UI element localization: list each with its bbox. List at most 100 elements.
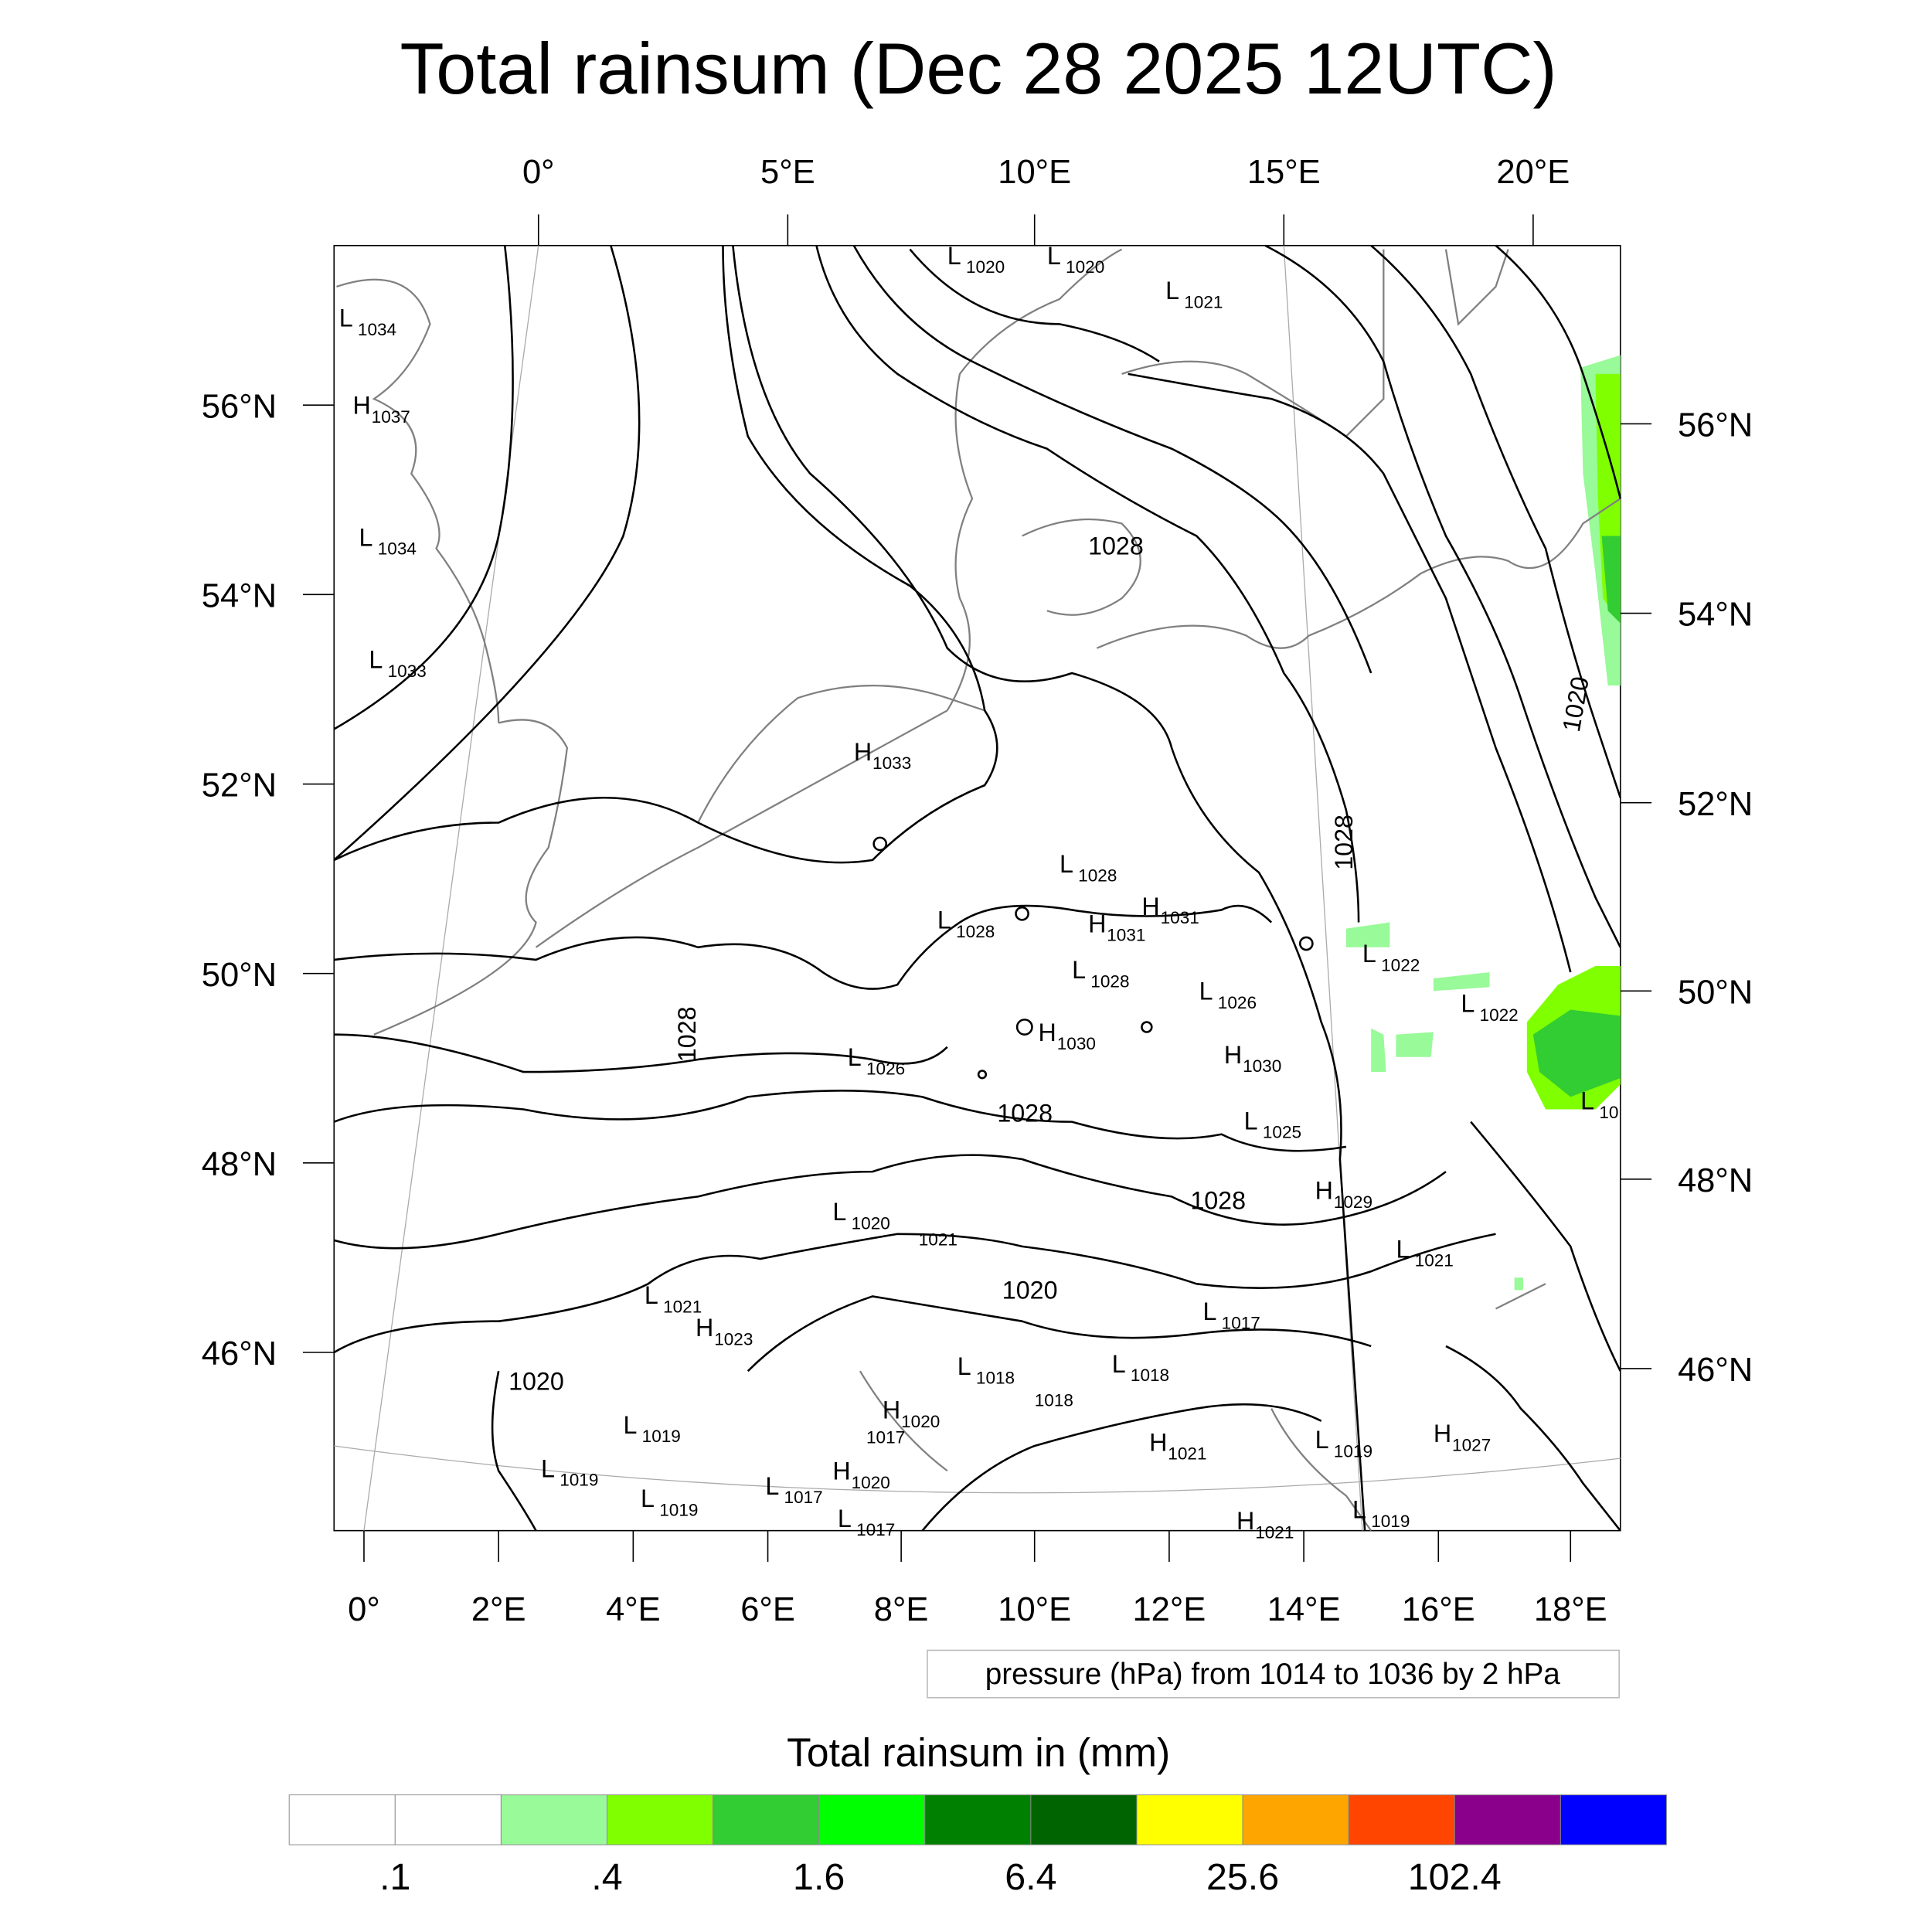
high-pressure-label: H xyxy=(1149,1428,1167,1456)
pressure-value: 1019 xyxy=(560,1471,598,1490)
low-pressure-label: L xyxy=(838,1505,852,1532)
isobar-label: 1028 xyxy=(1190,1187,1246,1215)
colorbar-title: Total rainsum in (mm) xyxy=(787,1730,1170,1774)
low-pressure-label: L xyxy=(339,304,353,332)
pressure-value: 1020 xyxy=(1066,257,1104,277)
low-pressure-label: L xyxy=(765,1472,779,1500)
pressure-value: 1019 xyxy=(642,1427,681,1446)
left-lat-label: 52°N xyxy=(202,767,277,804)
low-pressure-label: L xyxy=(1202,1298,1216,1325)
low-pressure-label: L xyxy=(641,1485,655,1512)
colorbar-swatch xyxy=(394,1794,502,1845)
high-pressure-label: H xyxy=(1088,910,1106,937)
pressure-value: 1037 xyxy=(372,407,410,427)
bottom-lon-label: 14°E xyxy=(1267,1591,1341,1628)
colorbar-label: .1 xyxy=(379,1856,410,1898)
colorbar-swatch xyxy=(1136,1794,1243,1845)
bottom-lon-label: 0° xyxy=(348,1591,380,1628)
bottom-lon-label: 8°E xyxy=(874,1591,929,1628)
isobar-label: 1020 xyxy=(0,0,39,4)
left-lat-label: 48°N xyxy=(202,1146,277,1183)
bottom-lon-label: 4°E xyxy=(606,1591,661,1628)
colorbar-swatch xyxy=(924,1794,1032,1845)
contour-info-text: pressure (hPa) from 1014 to 1036 by 2 hP… xyxy=(985,1658,1561,1691)
colorbar: .1 .4 1.6 6.4 25.6 102.4 xyxy=(288,1794,1667,1898)
low-pressure-label: L xyxy=(937,906,951,934)
high-pressure-label: H xyxy=(1141,893,1159,920)
isobar-label: 1021 xyxy=(919,1230,957,1249)
low-pressure-label: L xyxy=(359,523,373,551)
pressure-value: 10 xyxy=(1599,1103,1618,1122)
isobar-label: 1020 xyxy=(1002,1277,1058,1304)
coastlines xyxy=(336,248,1621,1532)
high-pressure-label: H xyxy=(883,1396,900,1423)
low-pressure-label: L xyxy=(1352,1496,1366,1524)
colorbar-swatch xyxy=(500,1794,607,1845)
colorbar-label: .4 xyxy=(591,1856,622,1898)
isobar-label: 1028 xyxy=(1088,532,1144,560)
isobars xyxy=(333,244,1622,1532)
pressure-value: 1033 xyxy=(872,753,911,773)
low-pressure-label: L xyxy=(1396,1235,1410,1263)
colorbar-label: 6.4 xyxy=(1005,1856,1056,1898)
high-pressure-label: H xyxy=(1224,1041,1242,1069)
pressure-value: 1026 xyxy=(866,1059,905,1078)
colorbar-swatch xyxy=(1030,1794,1138,1845)
left-lat-label: 56°N xyxy=(202,388,277,425)
right-lat-label: 56°N xyxy=(1678,407,1753,444)
pressure-value: 1021 xyxy=(1184,292,1223,311)
pressure-value: 1020 xyxy=(966,257,1005,277)
colorbar-swatch xyxy=(1454,1794,1561,1845)
colorbar-label: 102.4 xyxy=(1408,1856,1502,1898)
low-pressure-label: L xyxy=(1072,956,1086,984)
bottom-lon-label: 16°E xyxy=(1402,1591,1475,1628)
pressure-value: 1022 xyxy=(1480,1005,1519,1025)
pressure-value: 1020 xyxy=(852,1213,890,1233)
pressure-value: 1017 xyxy=(1222,1313,1260,1332)
colorbar-swatch xyxy=(1242,1794,1349,1845)
pressure-value: 1017 xyxy=(856,1520,895,1539)
high-pressure-label: H xyxy=(352,391,370,419)
low-pressure-label: L xyxy=(947,242,961,270)
pressure-value: 1019 xyxy=(1371,1512,1410,1531)
high-pressure-label: H xyxy=(832,1458,850,1485)
right-lat-label: 52°N xyxy=(1678,786,1753,823)
left-lat-label: 50°N xyxy=(202,957,277,994)
pressure-value: 1021 xyxy=(1168,1444,1206,1464)
pressure-value: 1018 xyxy=(976,1368,1015,1387)
low-pressure-label: L xyxy=(1199,978,1213,1005)
low-pressure-label: L xyxy=(1461,990,1475,1018)
colorbar-swatch xyxy=(818,1794,926,1845)
low-pressure-label: L xyxy=(1112,1350,1126,1378)
low-pressure-label: L xyxy=(369,646,383,674)
low-pressure-label: L xyxy=(645,1281,658,1309)
axes: 0° 5°E 10°E 15°E 20°E 0° 2°E 4°E 6°E 8°E 10°E 12°E 1… xyxy=(202,154,1753,1628)
pressure-value: 1020 xyxy=(901,1412,940,1431)
right-lat-label: 50°N xyxy=(1678,974,1753,1011)
low-pressure-label: L xyxy=(1362,940,1376,968)
pressure-value: 1018 xyxy=(1131,1366,1169,1385)
left-lat-label: 46°N xyxy=(202,1335,277,1372)
low-pressure-label: L xyxy=(1315,1426,1329,1454)
parallel-45n xyxy=(334,1445,1621,1494)
pressure-value: 1027 xyxy=(1452,1435,1491,1454)
high-pressure-label: H xyxy=(1434,1420,1451,1447)
high-pressure-label: H xyxy=(1236,1507,1254,1535)
low-pressure-label: L xyxy=(1060,850,1073,878)
isobar-label: 1018 xyxy=(1035,1390,1073,1410)
high-pressure-label: H xyxy=(854,738,872,766)
pressure-value: 1021 xyxy=(663,1297,702,1316)
pressure-value: 1019 xyxy=(1334,1441,1372,1461)
low-pressure-label: L xyxy=(1165,277,1179,304)
contour-info-box: pressure (hPa) from 1014 to 1036 by 2 hP… xyxy=(927,1649,1620,1699)
pressure-value: 1034 xyxy=(378,539,417,559)
pressure-value: 1029 xyxy=(1334,1192,1372,1212)
pressure-value: 1028 xyxy=(1090,971,1129,991)
high-pressure-label: H xyxy=(1039,1019,1056,1046)
colorbar-label: 1.6 xyxy=(793,1856,845,1898)
colorbar-label: 25.6 xyxy=(1206,1856,1279,1898)
colorbar-swatch xyxy=(1348,1794,1455,1845)
